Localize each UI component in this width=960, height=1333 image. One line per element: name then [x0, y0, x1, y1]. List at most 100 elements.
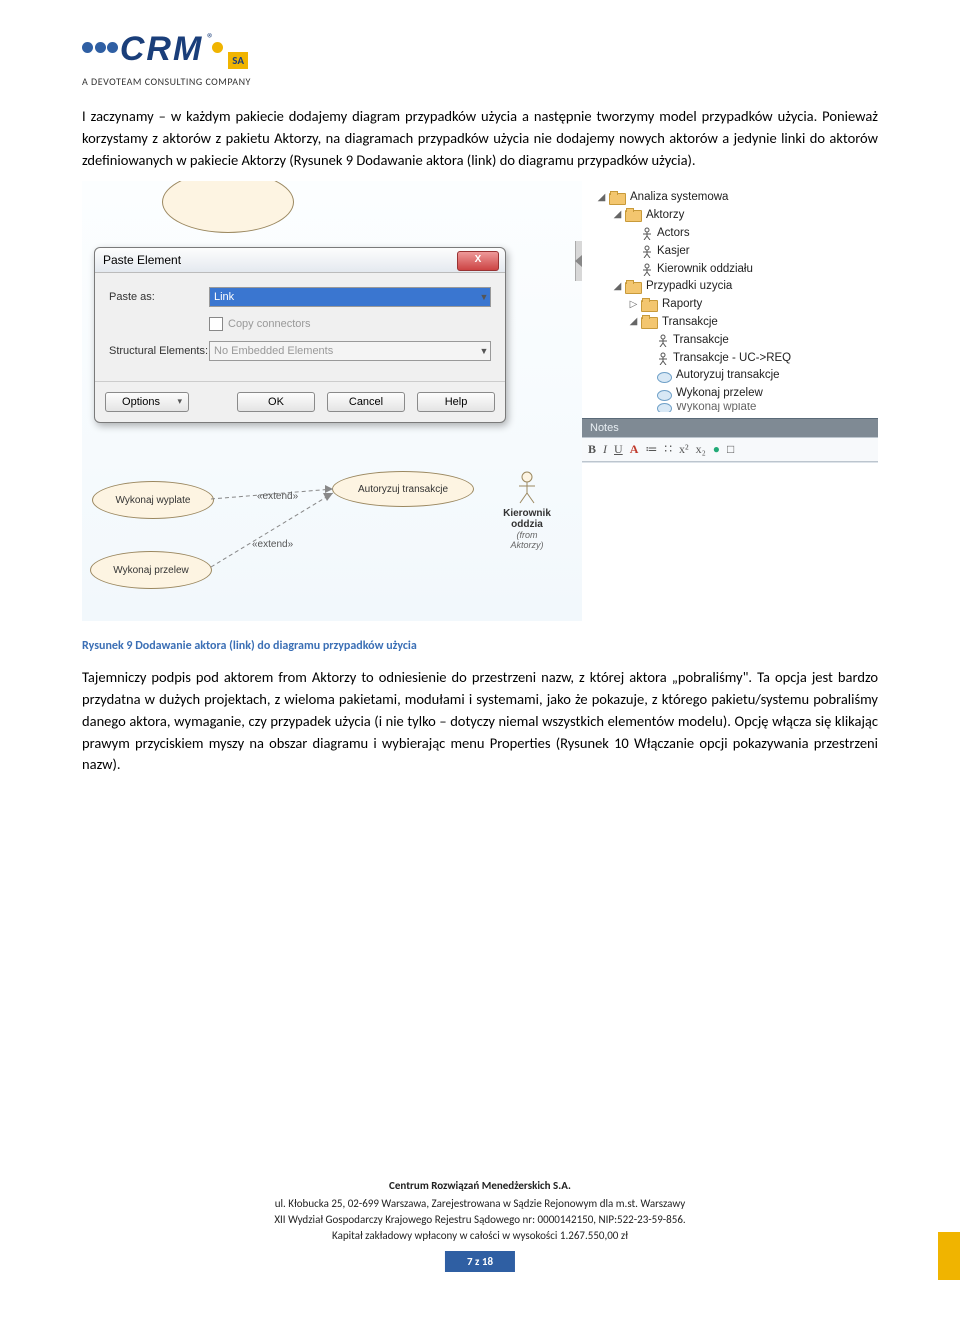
- tree-label: Transakcje: [662, 314, 718, 332]
- actor-icon: [641, 227, 653, 240]
- tree-toggle-icon[interactable]: ◢: [596, 193, 607, 204]
- tree-label: Aktorzy: [646, 207, 684, 225]
- logo-sa: SA: [228, 52, 248, 69]
- actor-from: (from: [487, 530, 567, 540]
- tree-label: Autoryzuj transakcje: [676, 367, 780, 385]
- usecase-icon: [657, 403, 672, 412]
- tree-item[interactable]: Kierownik oddziału: [592, 261, 872, 279]
- paste-element-dialog: Paste Element X Paste as: Link ▼ Copy co…: [94, 247, 506, 423]
- superscript-button[interactable]: x²: [679, 442, 689, 457]
- footer-line: Kapitał zakładowy wpłacony w całości w w…: [82, 1228, 878, 1244]
- screenshot-figure: Paste Element X Paste as: Link ▼ Copy co…: [82, 181, 878, 621]
- tree-item[interactable]: Kasjer: [592, 243, 872, 261]
- tree-label: Kierownik oddziału: [657, 261, 753, 279]
- tree-item[interactable]: ◢ Analiza systemowa: [592, 189, 872, 207]
- footer-title: Centrum Rozwiązań Menedżerskich S.A.: [82, 1178, 878, 1194]
- ok-button[interactable]: OK: [237, 392, 315, 412]
- tree-item[interactable]: ◢ Aktorzy: [592, 207, 872, 225]
- use-case-wykonaj-przelew[interactable]: Wykonaj przelew: [90, 551, 212, 589]
- cancel-button[interactable]: Cancel: [327, 392, 405, 412]
- tree-item[interactable]: Transakcje: [592, 332, 872, 350]
- actor-icon: [641, 263, 653, 276]
- chevron-down-icon: ▼: [477, 287, 491, 307]
- folder-icon: [641, 300, 658, 312]
- tree-toggle-icon[interactable]: [628, 228, 639, 239]
- footer-line: XII Wydział Gospodarczy Krajowego Rejest…: [82, 1212, 878, 1228]
- use-case-wykonaj-wyplate[interactable]: Wykonaj wyplate: [92, 481, 214, 519]
- paste-as-select[interactable]: Link ▼: [209, 287, 491, 307]
- tree-toggle-icon[interactable]: [644, 371, 655, 382]
- italic-button[interactable]: I: [603, 442, 607, 457]
- page: CRM ® SA A DEVOTEAM CONSULTING COMPANY I…: [0, 0, 960, 1280]
- tree-toggle-icon[interactable]: ◢: [628, 317, 639, 328]
- dialog-buttons: Options OK Cancel Help: [95, 381, 505, 422]
- notes-area[interactable]: [582, 462, 878, 603]
- tree-item[interactable]: ◢ Transakcje: [592, 314, 872, 332]
- paste-as-value: Link: [214, 291, 234, 303]
- tree-toggle-icon[interactable]: [644, 389, 655, 400]
- tree-label: Kasjer: [657, 243, 690, 261]
- copy-connectors-checkbox[interactable]: Copy connectors: [209, 317, 311, 331]
- tree-item[interactable]: Wykonaj wplate: [592, 403, 872, 412]
- paragraph-2: Tajemniczy podpis pod aktorem from Aktor…: [82, 667, 878, 776]
- tree-label: Wykonaj przelew: [676, 385, 763, 403]
- tree-toggle-icon[interactable]: [644, 335, 655, 346]
- logo-dot: [82, 42, 93, 53]
- tree-toggle-icon[interactable]: ▷: [628, 300, 639, 311]
- new-note-button[interactable]: □: [727, 442, 734, 457]
- tree-label: Transakcje - UC->REQ: [673, 350, 791, 368]
- dialog-title: Paste Element X: [95, 248, 505, 273]
- use-case-autoryzuj[interactable]: Autoryzuj transakcje: [332, 471, 474, 507]
- tree-toggle-icon[interactable]: [628, 264, 639, 275]
- figure-caption: Rysunek 9 Dodawanie aktora (link) do dia…: [82, 639, 878, 653]
- struct-elem-label: Structural Elements:: [109, 345, 209, 357]
- help-button[interactable]: Help: [417, 392, 495, 412]
- hyperlink-button[interactable]: ●: [713, 442, 720, 457]
- copy-connectors-label: Copy connectors: [228, 318, 311, 330]
- font-color-button[interactable]: A: [630, 442, 639, 457]
- use-case-partial: [162, 181, 294, 233]
- subscript-button[interactable]: x₂: [696, 442, 706, 457]
- footer: Centrum Rozwiązań Menedżerskich S.A. ul.…: [82, 1178, 878, 1244]
- tree-label: Przypadki uzycia: [646, 278, 732, 296]
- underline-button[interactable]: U: [614, 442, 623, 457]
- page-number: 7 z 18: [445, 1251, 515, 1272]
- numbered-list-button[interactable]: ∷: [664, 442, 672, 457]
- tree-item[interactable]: ▷ Raporty: [592, 296, 872, 314]
- notes-toolbar: B I U A ≔ ∷ x² x₂ ● □: [582, 437, 878, 462]
- close-button[interactable]: X: [457, 251, 499, 271]
- tree-toggle-icon[interactable]: [628, 246, 639, 257]
- actor-kierownik[interactable]: Kierownik oddzia (from Aktorzy): [487, 471, 567, 550]
- tree-toggle-icon[interactable]: [644, 403, 655, 412]
- tree-item[interactable]: Wykonaj przelew: [592, 385, 872, 403]
- actor-icon: [516, 471, 538, 505]
- actor-name: Kierownik oddzia: [487, 508, 567, 530]
- tree-item[interactable]: ◢ Przypadki uzycia: [592, 278, 872, 296]
- notes-header[interactable]: Notes: [582, 418, 878, 437]
- tree-label: Analiza systemowa: [630, 189, 728, 207]
- diagram-canvas: Paste Element X Paste as: Link ▼ Copy co…: [82, 181, 583, 621]
- tree-item[interactable]: Autoryzuj transakcje: [592, 367, 872, 385]
- tree-item[interactable]: Actors: [592, 225, 872, 243]
- usecase-icon: [657, 390, 672, 401]
- scroll-handle-icon[interactable]: [575, 241, 582, 281]
- struct-elem-select[interactable]: No Embedded Elements ▼: [209, 341, 491, 361]
- logo-block: CRM ® SA A DEVOTEAM CONSULTING COMPANY: [82, 30, 878, 88]
- tree-toggle-icon[interactable]: [644, 353, 655, 364]
- actor-icon: [657, 352, 669, 365]
- options-button[interactable]: Options: [105, 392, 189, 412]
- logo-row: CRM ® SA: [82, 30, 878, 69]
- usecase-icon: [657, 372, 672, 383]
- extend-label: «extend»: [257, 491, 298, 502]
- list-button[interactable]: ≔: [645, 442, 657, 457]
- tree-label: Actors: [657, 225, 690, 243]
- actor-pkg: Aktorzy): [487, 540, 567, 550]
- tree-label: Raporty: [662, 296, 702, 314]
- tree-item[interactable]: Transakcje - UC->REQ: [592, 350, 872, 368]
- tree-toggle-icon[interactable]: ◢: [612, 282, 623, 293]
- tree-toggle-icon[interactable]: ◢: [612, 210, 623, 221]
- logo-text: CRM: [120, 30, 203, 68]
- project-tree[interactable]: ◢ Analiza systemowa ◢ AktorzyActorsKasjerKi…: [582, 181, 878, 418]
- bold-button[interactable]: B: [588, 442, 596, 457]
- logo-dot: [212, 42, 223, 53]
